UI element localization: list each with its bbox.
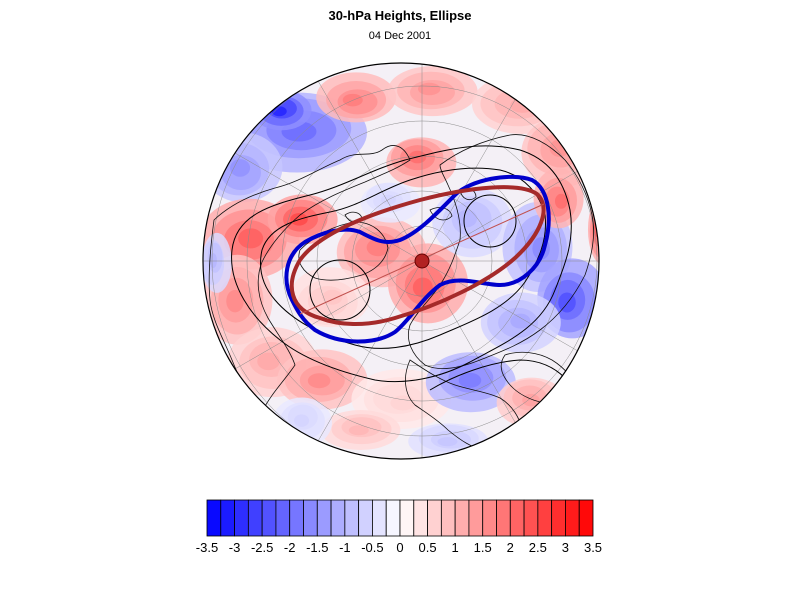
anomaly-patch bbox=[294, 414, 310, 427]
meridian-line bbox=[421, 63, 573, 262]
anomaly-patch bbox=[457, 209, 478, 228]
colorbar-tick-label: 0 bbox=[396, 540, 404, 555]
anomaly-patch bbox=[307, 373, 331, 389]
colorbar-tick-label: 1.5 bbox=[473, 540, 492, 555]
colorbar-tick-label: -1 bbox=[339, 540, 351, 555]
anomaly-patch bbox=[271, 106, 287, 117]
meridian-line bbox=[421, 260, 599, 412]
colorbar-tick-label: -2.5 bbox=[250, 540, 274, 555]
fitted-ellipse bbox=[289, 185, 546, 327]
colorbar-box bbox=[454, 499, 470, 537]
colorbar-box bbox=[440, 499, 456, 537]
colorbar-box bbox=[344, 499, 360, 537]
colorbar-box bbox=[413, 499, 428, 537]
anomaly-patch bbox=[510, 313, 531, 329]
anomaly-patch bbox=[322, 289, 343, 305]
colorbar-box bbox=[509, 499, 525, 537]
anomaly-patch bbox=[230, 159, 251, 177]
colorbar-box bbox=[482, 499, 497, 537]
colorbar-tick-labels: -3.5 -3 -2.5 -2 -1.5 -1 -0.5 0 0.5 1 1.5 2 2.5 3 3.5 bbox=[0, 540, 800, 560]
colorbar-box bbox=[372, 499, 387, 537]
colorbar-tick-label: -3 bbox=[228, 540, 241, 555]
anomaly-patch bbox=[226, 289, 244, 313]
colorbar-box bbox=[358, 499, 373, 537]
colorbar-tick-label: 1 bbox=[451, 540, 459, 555]
colorbar-tick-label: 3 bbox=[561, 540, 570, 555]
anomaly-patch bbox=[380, 194, 396, 205]
colorbar-box bbox=[220, 499, 235, 537]
colorbar-box bbox=[399, 499, 415, 537]
height-contour-low-east bbox=[463, 194, 517, 248]
anomaly-patch bbox=[390, 395, 416, 411]
colorbar-box bbox=[303, 499, 318, 537]
meridian-line bbox=[271, 63, 423, 262]
ellipse-centroid bbox=[414, 253, 430, 269]
colorbar-box bbox=[565, 499, 580, 537]
vortex-edge-contour bbox=[284, 174, 551, 344]
colorbar-box bbox=[330, 499, 346, 537]
colorbar bbox=[206, 499, 594, 537]
colorbar-tick-label: 2 bbox=[506, 540, 514, 555]
colorbar-box bbox=[468, 499, 484, 537]
height-contour-outer bbox=[231, 145, 572, 383]
colorbar-tick-label: -2 bbox=[283, 540, 296, 555]
meridian-line bbox=[271, 260, 423, 459]
colorbar-tick-label: 3.5 bbox=[583, 540, 603, 555]
colorbar-box bbox=[523, 499, 539, 537]
colorbar-box bbox=[275, 499, 291, 537]
colorbar-tick-label: -0.5 bbox=[361, 540, 384, 555]
colorbar-box bbox=[206, 499, 222, 537]
polar-map bbox=[202, 62, 600, 460]
colorbar-tick-label: -3.5 bbox=[195, 540, 219, 555]
colorbar-box bbox=[427, 499, 442, 537]
colorbar-box bbox=[289, 499, 304, 537]
height-contour-south bbox=[429, 359, 566, 391]
colorbar-box bbox=[578, 499, 594, 537]
anomaly-patch bbox=[437, 437, 458, 447]
coastline-north-america bbox=[208, 145, 411, 413]
colorbar-box bbox=[234, 499, 249, 537]
vortex-overlays bbox=[284, 174, 551, 344]
colorbar-box bbox=[537, 499, 553, 537]
anomaly-patch bbox=[209, 253, 218, 269]
anomaly-patch bbox=[458, 372, 482, 388]
figure-title: 30-hPa Heights, Ellipse bbox=[328, 8, 472, 23]
height-contour-low-west bbox=[309, 259, 371, 321]
anomaly-patch bbox=[417, 82, 441, 96]
colorbar-box bbox=[385, 499, 401, 537]
colorbar-box bbox=[261, 499, 277, 537]
colorbar-box bbox=[247, 499, 263, 537]
colorbar-box bbox=[316, 499, 332, 537]
anomaly-patch bbox=[554, 193, 568, 209]
colorbar-box bbox=[551, 499, 566, 537]
coastline-eurasia bbox=[408, 134, 594, 370]
meridian-line bbox=[421, 260, 573, 459]
colorbar-tick-label: -1.5 bbox=[306, 540, 329, 555]
figure-subtitle: 04 Dec 2001 bbox=[368, 30, 432, 42]
anomaly-patch bbox=[238, 228, 264, 249]
meridian-line bbox=[421, 110, 599, 262]
anomaly-patch bbox=[257, 352, 280, 371]
map-border bbox=[202, 62, 600, 460]
colorbar-tick-label: 2.5 bbox=[528, 540, 547, 555]
colorbar-box bbox=[496, 499, 511, 537]
anomaly-patch bbox=[412, 277, 433, 298]
colorbar-tick-label: 0.5 bbox=[418, 540, 437, 555]
anomaly-patch bbox=[348, 425, 369, 436]
